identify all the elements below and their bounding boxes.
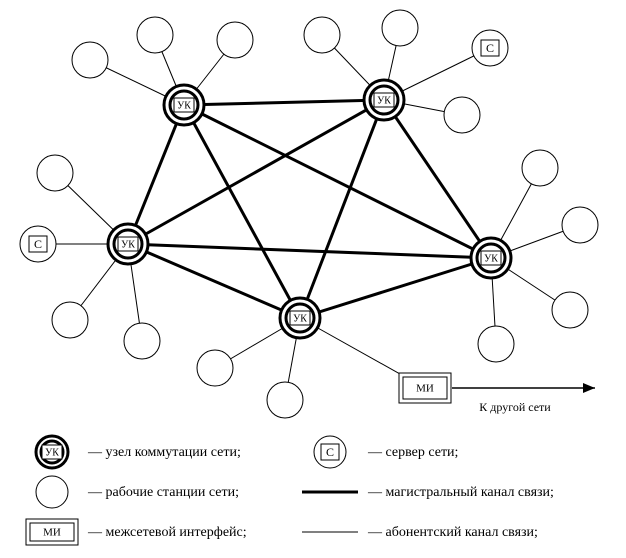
backbone-link (128, 100, 384, 244)
workstation-node (444, 97, 480, 133)
server-label: С (486, 41, 494, 55)
workstation-node (124, 323, 160, 359)
svg-text:МИ: МИ (43, 527, 61, 539)
backbone-link (184, 100, 384, 105)
workstation-node (304, 17, 340, 53)
legend-label: — магистральный канал связи; (367, 485, 554, 500)
legend-label: — сервер сети; (367, 445, 458, 460)
legend-label: — абонентский канал связи; (367, 525, 538, 540)
backbone-link (128, 105, 184, 244)
workstation-node (267, 382, 303, 418)
backbone-link (184, 105, 491, 258)
uk-label: УК (377, 95, 391, 106)
backbone-link (300, 258, 491, 318)
workstations: СС (20, 10, 598, 418)
backbone-link (128, 244, 491, 258)
workstation-node (37, 155, 73, 191)
legend-label: — узел коммутации сети; (87, 445, 241, 460)
workstation-node (137, 17, 173, 53)
backbone-link (128, 244, 300, 318)
workstation-node (522, 150, 558, 186)
legend: УК — узел коммутации сети; С — сервер сети;… (26, 436, 554, 545)
workstation-node (382, 10, 418, 46)
backbone-link (184, 105, 300, 318)
mi-group: МИ К другой сети (399, 373, 595, 414)
network-diagram: ССУКУКУКУКУКМИК другой сетиУК— узел комм… (0, 0, 626, 558)
uk-label: УК (177, 100, 191, 111)
external-arrow-caption: К другой сети (479, 400, 551, 414)
svg-text:С: С (326, 445, 334, 459)
workstation-node (562, 207, 598, 243)
mi-label: МИ (416, 383, 434, 395)
workstation-node (552, 292, 588, 328)
uk-label: УК (293, 313, 307, 324)
legend-label: — рабочие станции сети; (87, 485, 239, 500)
workstation-node (217, 22, 253, 58)
server-label: С (34, 237, 42, 251)
workstation-node (478, 326, 514, 362)
uk-label: УК (121, 239, 135, 250)
uk-label: УК (484, 253, 498, 264)
backbone-links (128, 100, 491, 318)
svg-text:УК: УК (45, 447, 59, 458)
external-arrow-head (583, 383, 595, 393)
legend-label: — межсетевой интерфейс; (87, 525, 247, 540)
workstation-node (197, 350, 233, 386)
workstation-node (72, 42, 108, 78)
workstation-node (52, 302, 88, 338)
backbone-link (300, 100, 384, 318)
legend-ws-icon (36, 476, 68, 508)
